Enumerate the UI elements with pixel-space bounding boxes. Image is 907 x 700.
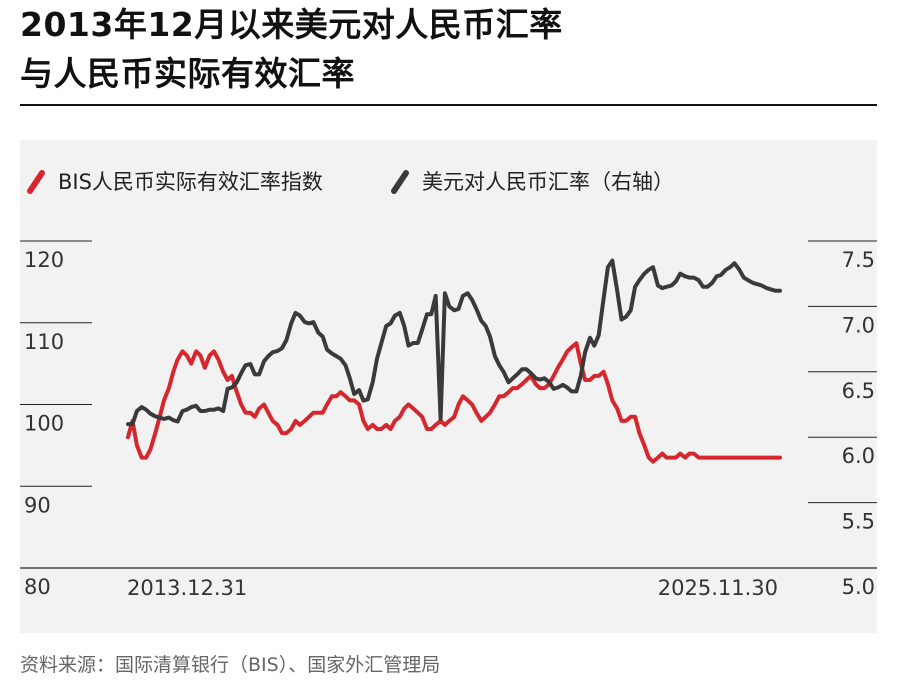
right-tick-5.0: 5.0 <box>842 575 875 599</box>
title-divider <box>20 104 877 106</box>
x-axis-end-label: 2025.11.30 <box>658 576 778 600</box>
right-axis-ticks: 5.0 5.5 6.0 6.5 7.0 7.5 <box>842 248 875 599</box>
series-line-reer <box>126 341 782 464</box>
left-tick-90: 90 <box>24 493 51 517</box>
x-axis-start-label: 2013.12.31 <box>127 576 247 600</box>
gridlines <box>20 240 877 504</box>
left-tick-110: 110 <box>24 330 64 354</box>
right-tick-7.0: 7.0 <box>842 313 875 337</box>
right-tick-7.5: 7.5 <box>842 248 875 272</box>
legend: BIS人民币实际有效汇率指数 美元对人民币汇率（右轴） <box>27 170 674 194</box>
right-tick-5.5: 5.5 <box>842 510 875 534</box>
series-line-usdcny <box>126 258 782 427</box>
chart-svg: BIS人民币实际有效汇率指数 美元对人民币汇率（右轴） 80 90 100 110 12… <box>20 170 877 600</box>
legend-label-usdcny: 美元对人民币汇率（右轴） <box>422 170 674 194</box>
chart-title-line-1: 2013年12月以来美元对人民币汇率 <box>20 5 563 44</box>
chart-title-line-2: 与人民币实际有效汇率 <box>20 54 355 93</box>
right-tick-6.0: 6.0 <box>842 444 875 468</box>
chart-area: BIS人民币实际有效汇率指数 美元对人民币汇率（右轴） 80 90 100 110 12… <box>20 140 877 633</box>
legend-swatch-usdcny <box>391 170 409 194</box>
left-axis-ticks: 80 90 100 110 120 <box>24 248 64 599</box>
left-tick-120: 120 <box>24 248 64 272</box>
source-note: 资料来源：国际清算银行（BIS）、国家外汇管理局 <box>20 654 441 676</box>
legend-swatch-reer <box>27 170 45 194</box>
legend-label-reer: BIS人民币实际有效汇率指数 <box>58 170 323 194</box>
left-tick-80: 80 <box>24 575 51 599</box>
left-tick-100: 100 <box>24 412 64 436</box>
right-tick-6.5: 6.5 <box>842 379 875 403</box>
